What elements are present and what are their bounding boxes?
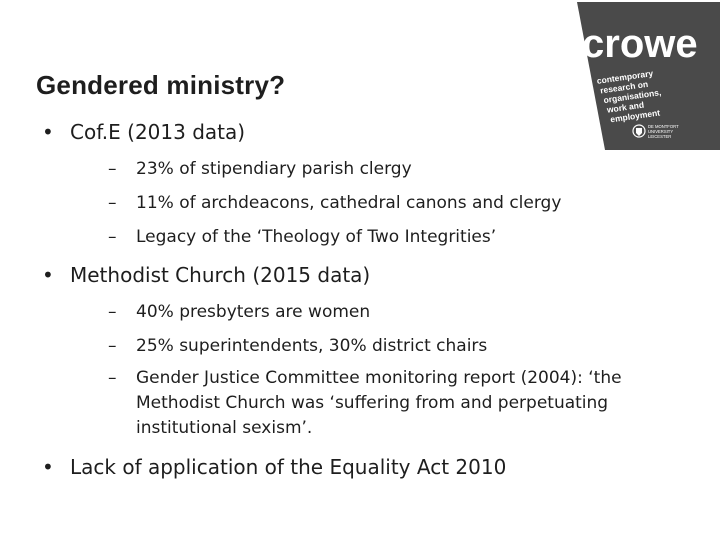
- dash-marker: –: [108, 368, 117, 388]
- bullet-list: • Cof.E (2013 data) – 23% of stipendiary…: [36, 118, 696, 481]
- sub-bullet-text: 25% superintendents, 30% district chairs: [136, 336, 488, 356]
- sub-bullet-text: 23% of stipendiary parish clergy: [136, 159, 412, 179]
- dash-marker: –: [108, 336, 117, 356]
- university-name-line: DE MONTFORT: [648, 124, 679, 129]
- bullet-item: • Methodist Church (2015 data) – 40% pre…: [36, 261, 696, 441]
- bullet-marker: •: [42, 120, 54, 144]
- bullet-text: Methodist Church (2015 data): [70, 263, 371, 287]
- bullet-item: • Cof.E (2013 data) – 23% of stipendiary…: [36, 118, 696, 251]
- sub-bullet-text: 11% of archdeacons, cathedral canons and…: [136, 193, 562, 213]
- university-name-line: LEICESTER: [648, 134, 671, 139]
- bullet-marker: •: [42, 263, 54, 287]
- sub-bullet-item: – 11% of archdeacons, cathedral canons a…: [70, 189, 696, 217]
- dash-marker: –: [108, 159, 117, 179]
- university-crest-icon: [632, 124, 646, 138]
- bullet-text: Cof.E (2013 data): [70, 120, 246, 144]
- bullet-marker: •: [42, 455, 54, 479]
- university-name-line: UNIVERSITY: [648, 129, 673, 134]
- bullet-item: • Lack of application of the Equality Ac…: [36, 453, 696, 481]
- bullet-text: Lack of application of the Equality Act …: [70, 455, 507, 479]
- sub-bullet-text: Legacy of the ‘Theology of Two Integriti…: [136, 227, 497, 247]
- sub-bullet-item: – 25% superintendents, 30% district chai…: [70, 332, 696, 360]
- dash-marker: –: [108, 193, 117, 213]
- sub-bullet-item: – 23% of stipendiary parish clergy: [70, 155, 696, 183]
- sub-bullet-item: – Gender Justice Committee monitoring re…: [70, 366, 706, 441]
- sub-bullet-list: – 40% presbyters are women – 25% superin…: [70, 298, 696, 441]
- logo-background: [577, 2, 720, 150]
- dash-marker: –: [108, 302, 117, 322]
- dash-marker: –: [108, 227, 117, 247]
- crowe-logo-graphic: crowe contemporary research on organisat…: [577, 2, 720, 150]
- sub-bullet-text: Gender Justice Committee monitoring repo…: [136, 368, 622, 438]
- sub-bullet-item: – Legacy of the ‘Theology of Two Integri…: [70, 223, 696, 251]
- sub-bullet-list: – 23% of stipendiary parish clergy – 11%…: [70, 155, 696, 251]
- slide-title: Gendered ministry?: [36, 70, 286, 100]
- sub-bullet-item: – 40% presbyters are women: [70, 298, 696, 326]
- crowe-logo: crowe contemporary research on organisat…: [565, 0, 720, 155]
- sub-bullet-text: 40% presbyters are women: [136, 302, 371, 322]
- logo-word: crowe: [582, 22, 698, 66]
